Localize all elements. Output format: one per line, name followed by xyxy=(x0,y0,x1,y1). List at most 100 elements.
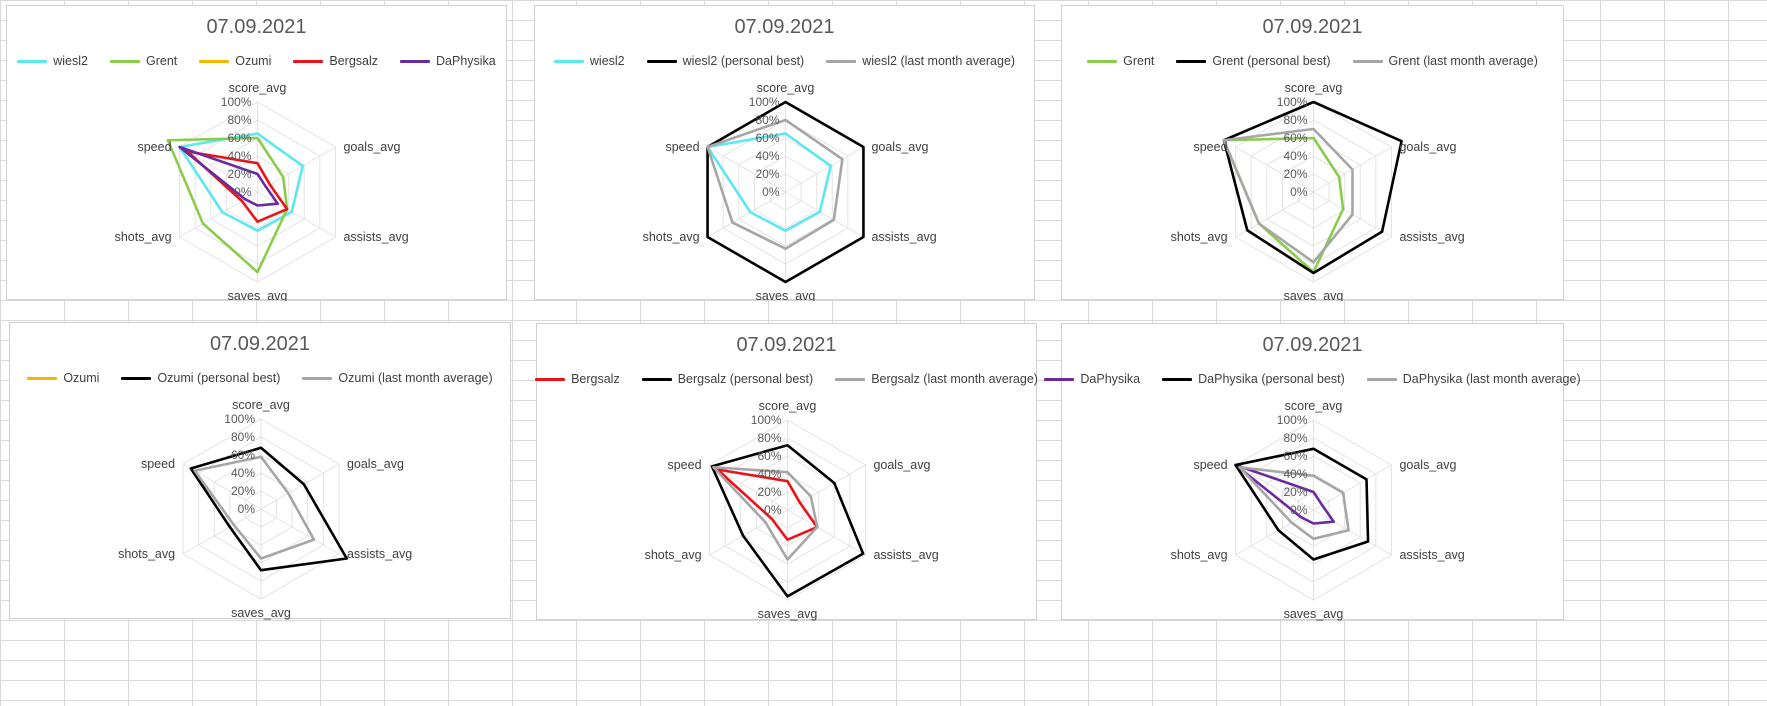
tick-label: 0% xyxy=(234,185,252,199)
legend-label: Grent (last month average) xyxy=(1388,54,1538,68)
grid-spoke xyxy=(787,509,866,556)
grid-spoke xyxy=(1235,464,1314,511)
legend-label: DaPhysika xyxy=(1080,372,1141,386)
tick-label: 0% xyxy=(1290,185,1308,199)
legend-swatch xyxy=(121,376,152,380)
legend-label: wiesl2 xyxy=(53,54,88,68)
chart-title: 07.09.2021 xyxy=(209,333,311,355)
legend-label: DaPhysika xyxy=(436,54,496,68)
axis-label: goals_avg xyxy=(1399,458,1456,472)
chart-legend: wiesl2 Grent Ozumi Bergsalz DaPhysika xyxy=(7,54,506,68)
legend-swatch xyxy=(293,59,324,63)
tick-label: 40% xyxy=(1283,149,1307,163)
legend-swatch xyxy=(826,59,857,63)
axis-label: score_avg xyxy=(1285,81,1343,95)
grid-spoke xyxy=(1235,191,1314,238)
legend-swatch xyxy=(400,59,431,63)
axis-label: saves_avg xyxy=(228,289,288,301)
series-line xyxy=(186,150,289,223)
radar-plot: 0% 20% 40% 60% 80% 100%score_avg goals_avgassi… xyxy=(118,398,412,620)
tick-label: 80% xyxy=(1283,431,1307,445)
axis-label: assists_avg xyxy=(1399,230,1464,244)
tick-label: 60% xyxy=(1283,449,1307,463)
chart-legend: Bergsalz Bergsalz (personal best) Bergsalz… xyxy=(535,372,1038,386)
tick-label: 100% xyxy=(1277,95,1308,109)
tick-label: 60% xyxy=(231,448,255,462)
chart-legend: Grent Grent (personal best) Grent (last mo… xyxy=(1062,54,1563,68)
series-line xyxy=(166,136,289,274)
legend-label: DaPhysika (personal best) xyxy=(1198,372,1345,386)
tick-label: 20% xyxy=(757,485,781,499)
tick-label: 20% xyxy=(227,167,251,181)
legend-item: wiesl2 (personal best) xyxy=(646,54,804,68)
legend-swatch xyxy=(1087,59,1118,63)
axis-label: speed xyxy=(137,140,171,154)
axis-label: speed xyxy=(1193,458,1227,472)
legend-label: DaPhysika (last month average) xyxy=(1402,372,1581,386)
radar-plot: 0% 20% 40% 60% 80% 100%score_avg goals_avgassi… xyxy=(645,399,939,621)
tick-label: 100% xyxy=(224,412,255,426)
chart-title: 07.09.2021 xyxy=(1262,334,1363,356)
axis-label: goals_avg xyxy=(347,457,404,471)
legend-swatch xyxy=(1176,59,1207,63)
legend-item: Grent xyxy=(1087,54,1154,68)
tick-label: 80% xyxy=(755,113,779,127)
legend-item: Grent (last month average) xyxy=(1352,54,1538,68)
legend-item: wiesl2 (last month average) xyxy=(826,54,1015,68)
axis-label: assists_avg xyxy=(347,547,412,561)
chart-legend: Ozumi Ozumi (personal best) Ozumi (last mo… xyxy=(10,371,510,385)
tick-label: 0% xyxy=(764,503,782,517)
radar-plot: 0% 20% 40% 60% 80% 100%score_avg goals_avgassi… xyxy=(115,81,409,301)
legend-swatch xyxy=(17,59,48,63)
radar-plot: 0% 20% 40% 60% 80% 100%score_avg goals_avgassi… xyxy=(1171,399,1465,621)
axis-label: shots_avg xyxy=(1171,230,1228,244)
radar-chart-6: 0% 20% 40% 60% 80% 100% score_avg goals_avg assi… xyxy=(1044,323,1581,621)
legend-item: Bergsalz xyxy=(293,54,378,68)
axis-label: goals_avg xyxy=(343,140,400,154)
grid-spoke xyxy=(257,191,336,238)
tick-label: 40% xyxy=(231,466,255,480)
tick-label: 20% xyxy=(1283,167,1307,181)
tick-label: 0% xyxy=(238,502,256,516)
legend-label: Bergsalz (personal best) xyxy=(677,372,814,386)
axis-label: goals_avg xyxy=(871,140,928,154)
series-line xyxy=(1234,447,1370,561)
legend-swatch xyxy=(302,376,333,380)
radar-chart-5: 0% 20% 40% 60% 80% 100% score_avg goals_avg assi… xyxy=(535,323,1038,621)
chart-title: 07.09.2021 xyxy=(206,16,307,38)
tick-label: 40% xyxy=(1283,467,1307,481)
axis-label: assists_avg xyxy=(873,548,938,562)
legend-swatch xyxy=(1162,377,1193,381)
axis-label: shots_avg xyxy=(1171,548,1228,562)
legend-item: Ozumi (last month average) xyxy=(302,371,493,385)
legend-label: wiesl2 (last month average) xyxy=(862,54,1016,68)
series-line xyxy=(189,446,349,572)
grid-spoke xyxy=(260,463,340,510)
legend-label: Bergsalz (last month average) xyxy=(871,372,1038,386)
series-line xyxy=(706,118,844,250)
series-line xyxy=(193,455,316,560)
radar-chart-4: 0% 20% 40% 60% 80% 100% score_avg goals_avg assi… xyxy=(9,322,511,620)
tick-label: 80% xyxy=(227,113,251,127)
grid-spoke xyxy=(709,509,788,556)
tick-label: 60% xyxy=(227,131,251,145)
legend-item: DaPhysika (last month average) xyxy=(1366,372,1581,386)
axis-label: saves_avg xyxy=(231,606,291,620)
radar-plot: 0% 20% 40% 60% 80% 100%score_avg goals_avgassi… xyxy=(1171,81,1465,301)
legend-label: Ozumi xyxy=(63,371,100,385)
legend-swatch xyxy=(1352,59,1383,63)
tick-label: 60% xyxy=(757,449,781,463)
tick-label: 100% xyxy=(1277,413,1308,427)
legend-item: DaPhysika xyxy=(1044,372,1140,386)
axis-label: speed xyxy=(667,458,701,472)
axis-label: speed xyxy=(665,140,699,154)
legend-label: Ozumi xyxy=(235,54,272,68)
tick-label: 80% xyxy=(1283,113,1307,127)
axis-label: saves_avg xyxy=(758,607,818,621)
chart-title: 07.09.2021 xyxy=(734,16,835,38)
legend-label: Grent xyxy=(145,54,178,68)
axis-label: saves_avg xyxy=(756,289,816,301)
axis-label: assists_avg xyxy=(1399,548,1464,562)
legend-swatch xyxy=(553,59,584,63)
legend-swatch xyxy=(641,377,672,381)
